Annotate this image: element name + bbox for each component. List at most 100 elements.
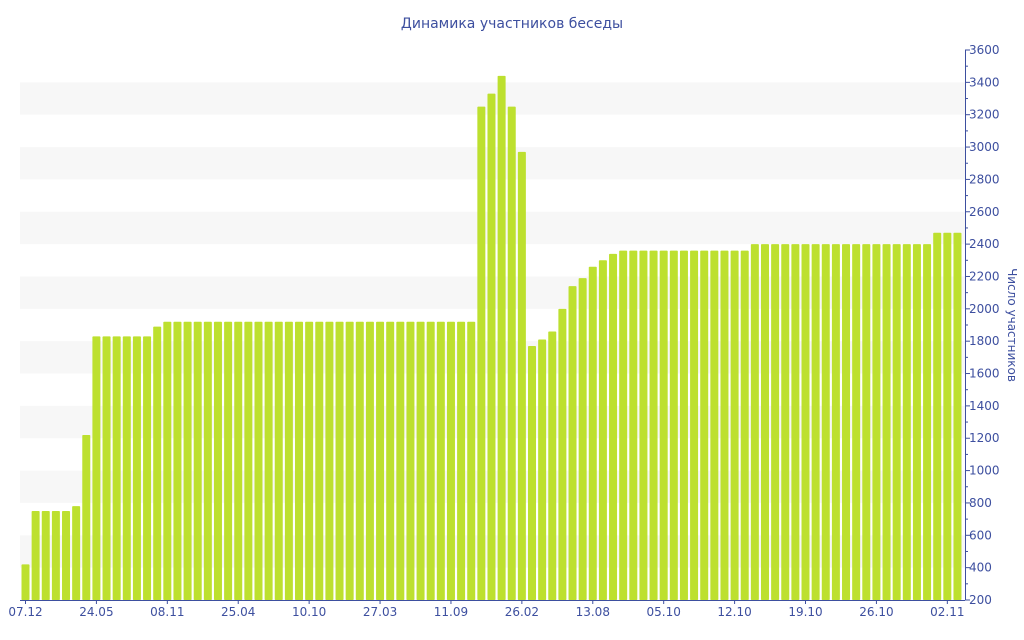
y-tick-label: 400 — [969, 561, 992, 575]
y-tick-label: 1800 — [969, 334, 1000, 348]
bar — [771, 244, 780, 600]
bar — [254, 321, 263, 600]
bar — [619, 250, 628, 600]
bar — [943, 232, 952, 600]
bar — [21, 564, 30, 600]
bar — [730, 250, 739, 600]
bar — [933, 232, 942, 600]
bar — [872, 244, 881, 600]
bar — [710, 250, 719, 600]
bar — [163, 321, 172, 600]
bar — [892, 244, 901, 600]
bar — [446, 321, 455, 600]
bar — [41, 511, 50, 600]
bar — [244, 321, 253, 600]
bar — [396, 321, 405, 600]
bar — [781, 244, 790, 600]
bar — [457, 321, 466, 600]
bar — [669, 250, 678, 600]
y-tick-label: 2000 — [969, 302, 1000, 316]
bar — [720, 250, 729, 600]
bar — [507, 106, 516, 600]
bar — [639, 250, 648, 600]
bar — [740, 250, 749, 600]
bar — [497, 75, 506, 601]
x-tick-label: 13.08 — [576, 605, 610, 619]
y-tick-label: 200 — [969, 593, 992, 607]
bar — [102, 336, 111, 600]
bar — [548, 331, 557, 600]
bar — [315, 321, 324, 600]
bar — [284, 321, 293, 600]
bar — [852, 244, 861, 600]
bar — [325, 321, 334, 600]
bar — [62, 511, 71, 600]
x-tick-label: 26.10 — [859, 605, 893, 619]
y-tick-label: 600 — [969, 528, 992, 542]
bar — [902, 244, 911, 600]
y-tick-label: 1400 — [969, 399, 1000, 413]
bar — [558, 308, 567, 600]
x-tick-label: 02.11 — [930, 605, 964, 619]
bar — [659, 250, 668, 600]
bar — [72, 506, 81, 600]
y-tick-label: 1600 — [969, 367, 1000, 381]
bar — [690, 250, 699, 600]
bar — [477, 106, 486, 600]
y-tick-label: 3200 — [969, 108, 1000, 122]
bar — [335, 321, 344, 600]
x-tick-label: 08.11 — [150, 605, 184, 619]
x-tick-label: 11.09 — [434, 605, 468, 619]
bar — [305, 321, 314, 600]
bar — [345, 321, 354, 600]
bar — [112, 336, 121, 600]
bar — [122, 336, 131, 600]
bar — [487, 93, 496, 601]
x-tick-label: 07.12 — [8, 605, 42, 619]
y-tick-label: 2200 — [969, 269, 1000, 283]
bar — [31, 511, 40, 600]
bar — [831, 244, 840, 600]
bar — [173, 321, 182, 600]
bar — [406, 321, 415, 600]
bar — [649, 250, 658, 600]
bar — [193, 321, 202, 600]
y-tick-label: 2400 — [969, 237, 1000, 251]
y-tick-label: 3000 — [969, 140, 1000, 154]
bar — [517, 151, 526, 601]
bar — [528, 346, 536, 600]
bar — [467, 321, 476, 600]
bar — [436, 321, 445, 600]
bar — [295, 321, 304, 600]
bar — [82, 435, 91, 600]
chart-title: Динамика участников беседы — [401, 16, 623, 32]
bar — [365, 321, 374, 600]
bar — [801, 244, 810, 600]
bar — [578, 278, 587, 600]
y-tick-label: 3400 — [969, 75, 1000, 89]
y-tick-label: 3600 — [969, 43, 1000, 57]
bar — [376, 321, 385, 600]
bar — [750, 244, 759, 600]
bar — [224, 321, 233, 600]
bar — [821, 244, 830, 600]
x-tick-label: 26.02 — [505, 605, 539, 619]
bar — [274, 321, 283, 600]
bar — [811, 244, 820, 600]
bar — [679, 250, 688, 600]
bar — [760, 244, 769, 600]
x-tick-label: 25.04 — [221, 605, 255, 619]
x-tick-label: 10.10 — [292, 605, 326, 619]
y-tick-label: 1200 — [969, 431, 1000, 445]
bar — [791, 244, 800, 600]
x-tick-label: 12.10 — [717, 605, 751, 619]
y-tick-label: 2600 — [969, 205, 1000, 219]
bar — [609, 253, 618, 600]
x-tick-label: 19.10 — [788, 605, 822, 619]
y-axis-label: Число участников — [1005, 268, 1019, 382]
bar — [426, 321, 435, 600]
bar — [862, 244, 871, 600]
bar — [234, 321, 243, 600]
bar — [143, 336, 152, 600]
